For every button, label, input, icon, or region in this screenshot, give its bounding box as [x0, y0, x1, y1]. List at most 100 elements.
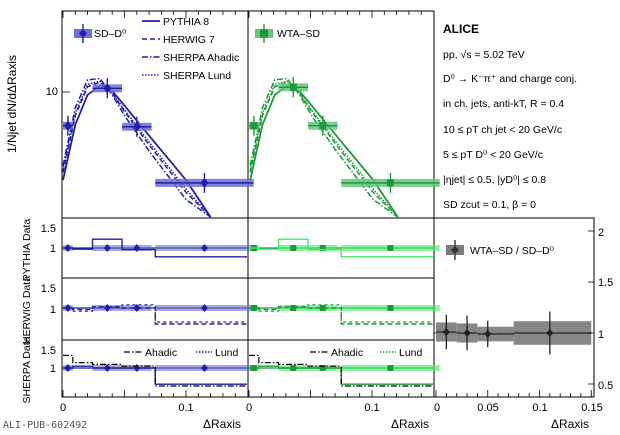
legend-ratio-marker: [451, 246, 459, 254]
info-line5: 5 ≤ pT D⁰ < 20 GeV/c: [443, 149, 543, 161]
info-line4: 10 ≤ pT ch jet < 20 GeV/c: [443, 124, 562, 136]
ratio-data-point: [290, 305, 297, 311]
xtick-left-0: 0: [60, 402, 66, 414]
right-ytick-05: 0.5: [598, 380, 613, 392]
ytick-10: 10: [46, 86, 58, 98]
xtick-right-0: 0: [434, 402, 440, 414]
right-ytick-2: 2: [598, 227, 604, 239]
ratio-ytick-1-a: 1: [50, 243, 56, 255]
main-left-plot: [62, 77, 254, 218]
legend-ahadic-label-left: Ahadic: [145, 347, 177, 359]
ratio-model-step-alt: [258, 304, 433, 323]
xlabel-mid: ΔRaxis: [391, 417, 429, 431]
legend-middle: WTA–SD: [255, 24, 320, 43]
legend-left: SD–D⁰ PYTHIA 8 HERWIG 7 SHERPA Ahadic SH…: [74, 16, 239, 82]
data-point: [132, 121, 141, 132]
ratio-model-step-alt: [249, 354, 433, 387]
xtick-right-005: 0.05: [477, 402, 498, 414]
info-line7: SD zcut = 0.1, β = 0: [443, 199, 536, 211]
right-ytick-15: 1.5: [598, 277, 613, 289]
ratio-data-point: [200, 244, 208, 252]
ratio-left-plots: [62, 238, 254, 387]
xtick-mid-01: 0.1: [364, 402, 379, 414]
xtick-right-01: 0.1: [532, 402, 547, 414]
footer-id: ALI-PUB-602492: [3, 420, 87, 431]
ratio-model-step-alt: [63, 354, 247, 387]
legend-sd-label: SD–D⁰: [94, 28, 127, 40]
ratio-data-point: [387, 365, 394, 371]
main-panel-middle-frame: [247, 10, 435, 219]
model-curve-pythia-8: [62, 84, 212, 218]
main-middle-plot: [249, 77, 440, 218]
ratio-data-point: [387, 245, 394, 251]
info-title: ALICE: [443, 22, 479, 36]
legend-wta-label: WTA–SD: [277, 28, 320, 40]
ratio-model-step: [63, 238, 247, 258]
model-curve-herwig-7: [249, 81, 399, 218]
legend-lund-label-mid: Lund: [399, 347, 423, 359]
ratio-data-point: [290, 245, 297, 251]
ratio-ytick-15-b: 1.5: [41, 283, 56, 295]
model-curve-herwig-7: [62, 81, 212, 218]
ratio-data-point: [387, 305, 394, 311]
xlabel-left: ΔRaxis: [203, 417, 241, 431]
legend-pythia-label: PYTHIA 8: [163, 16, 209, 28]
xtick-right-015: 0.15: [581, 402, 602, 414]
ratio-model-step-alt: [72, 304, 247, 323]
ratio-data-point: [133, 304, 141, 312]
legend-sherpa-ratio-left: Ahadic Lund: [124, 347, 239, 359]
ratio-data-point: [319, 245, 326, 251]
ratio-data-point: [103, 244, 111, 252]
legend-sherpa-ahadic-label: SHERPA Ahadic: [163, 52, 239, 64]
legend-ahadic-label-mid: Ahadic: [331, 347, 363, 359]
ratio-data-point: [546, 329, 554, 337]
data-point: [103, 83, 112, 94]
legend-lund-label-left: Lund: [215, 347, 239, 359]
ratio-ylabel-herwig: HERWIG Data: [21, 276, 33, 344]
ratio-data-point: [200, 364, 208, 372]
model-curve-pythia-8: [249, 84, 399, 218]
info-block: ALICE pp, √s = 5.02 TeV D⁰ → K⁻π⁺ and ch…: [443, 22, 577, 211]
legend-sherpa-lund-label: SHERPA Lund: [163, 70, 231, 82]
ratio-ylabel-sherpa: SHERPA Data: [21, 336, 33, 403]
data-point: [386, 179, 394, 187]
ratio-ylabel-pythia: PYTHIA Data: [21, 219, 33, 282]
axis-ticks: [62, 11, 594, 397]
data-point: [200, 177, 209, 188]
legend-sd-marker: [79, 29, 87, 38]
ratio-ytick-1-b: 1: [50, 304, 56, 316]
info-line1: pp, √s = 5.02 TeV: [443, 49, 525, 61]
ratio-data-point: [484, 330, 492, 339]
ratio-ytick-1-c: 1: [50, 363, 56, 375]
ratio-data-point: [200, 304, 208, 312]
info-line6: |ηjet| ≤ 0.5, |yD⁰| ≤ 0.8: [443, 174, 546, 186]
xlabel-right: ΔRaxis: [551, 417, 589, 431]
info-line2: D⁰ → K⁻π⁺ and charge conj.: [443, 73, 577, 85]
legend-sherpa-ratio-mid: Ahadic Lund: [310, 347, 423, 359]
ratio-model-step: [249, 238, 433, 258]
ratio-data-point: [463, 329, 471, 337]
data-point: [63, 120, 72, 131]
data-point: [289, 83, 297, 91]
y-label-text: 1/Njet dN/dΔRaxis: [5, 55, 19, 153]
ratio-data-point: [319, 305, 326, 311]
ratio-middle-plots: [248, 238, 440, 387]
legend-ratio: WTA–SD / SD–D⁰: [446, 240, 555, 260]
legend-ratio-label: WTA–SD / SD–D⁰: [470, 245, 555, 257]
ratio-ytick-15-c: 1.5: [41, 345, 56, 357]
legend-wta-marker: [260, 29, 268, 38]
main-y-axis-label: 1/Njet dN/dΔRaxis: [5, 55, 19, 153]
main-panel-left-frame: [61, 10, 249, 219]
ratio-data-point: [103, 304, 111, 312]
data-point: [250, 122, 258, 130]
ratio-ytick-15-a: 1.5: [41, 223, 56, 235]
xtick-mid-0: 0: [246, 402, 252, 414]
xtick-left-01: 0.1: [178, 402, 193, 414]
ratio-data-point: [442, 327, 450, 336]
data-point: [319, 122, 327, 130]
info-line3: in ch. jets, anti-kT, R = 0.4: [443, 98, 564, 110]
ratio-right-plot: [434, 311, 594, 355]
right-ytick-1: 1: [598, 329, 604, 341]
legend-herwig-label: HERWIG 7: [163, 34, 215, 46]
